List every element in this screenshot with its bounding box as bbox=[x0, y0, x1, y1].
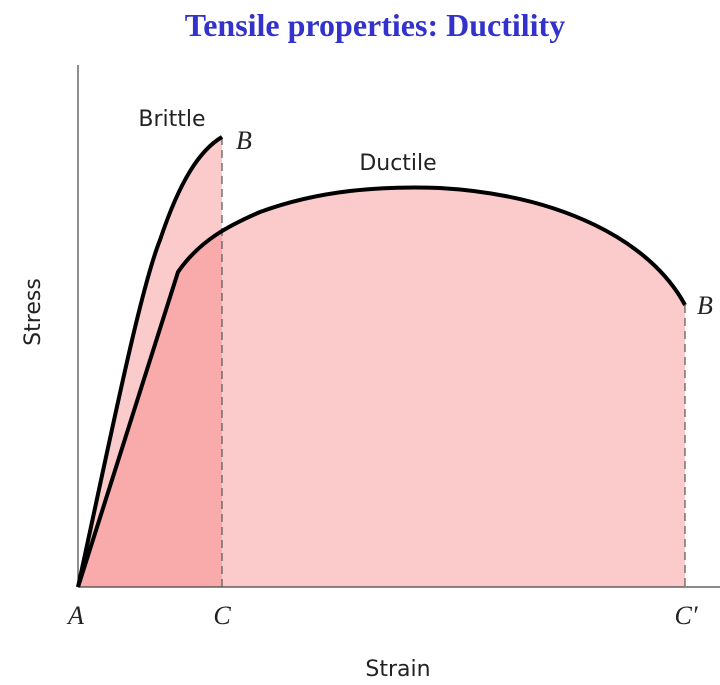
brittle-end-label: B bbox=[236, 126, 252, 155]
point-label: A bbox=[66, 601, 84, 630]
point-label: C bbox=[213, 601, 231, 630]
brittle-curve bbox=[76, 135, 224, 588]
y-axis-label: Stress bbox=[21, 278, 46, 346]
ductile-curve bbox=[76, 185, 687, 588]
ductile-end-label: B bbox=[697, 291, 713, 320]
x-axis-label: Strain bbox=[365, 657, 430, 682]
point-label: C′ bbox=[674, 601, 697, 630]
title: Tensile properties: Ductility bbox=[185, 7, 565, 43]
ductile-area bbox=[78, 187, 685, 587]
ductile-label: Ductile bbox=[359, 151, 436, 176]
brittle-label: Brittle bbox=[138, 107, 205, 132]
